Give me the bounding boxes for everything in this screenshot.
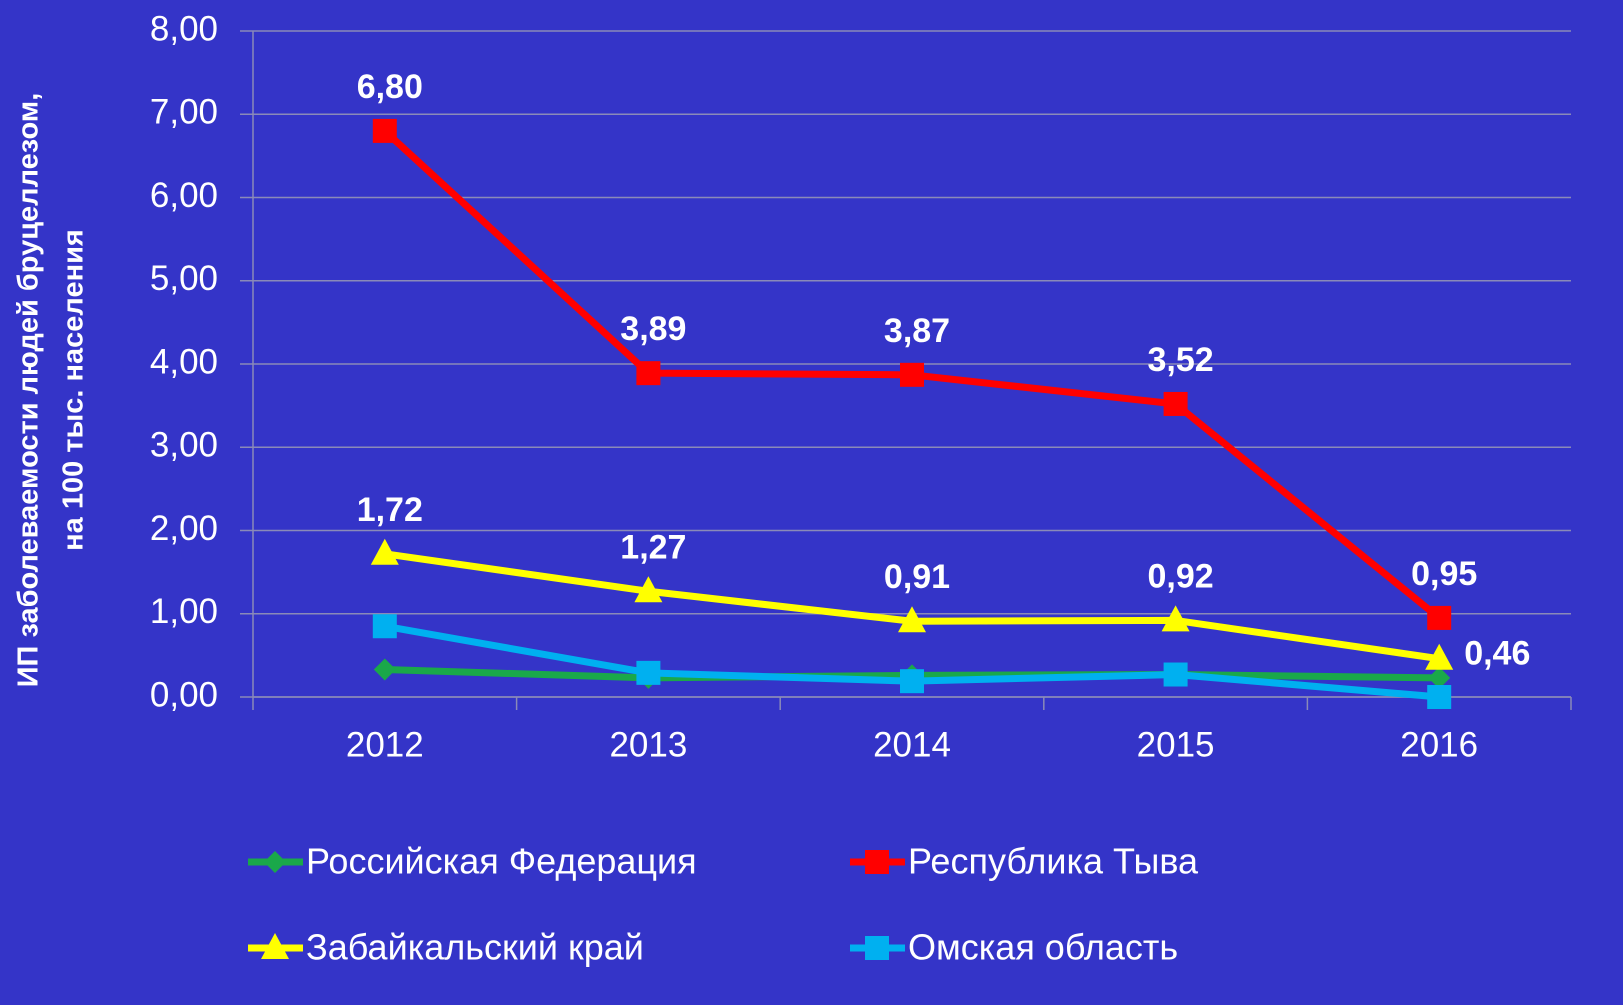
legend-label: Забайкальский край	[306, 927, 644, 968]
marker	[1161, 605, 1190, 632]
x-tick-label: 2014	[873, 725, 951, 764]
data-label: 1,72	[357, 491, 423, 529]
marker	[900, 362, 924, 387]
y-tick-label: 2,00	[150, 509, 218, 548]
x-tick-label: 2012	[346, 725, 424, 764]
marker	[636, 361, 661, 386]
data-label: 0,46	[1464, 635, 1530, 673]
y-tick-label: 1,00	[150, 592, 218, 631]
y-tick-label: 0,00	[150, 675, 218, 714]
data-label: 0,92	[1148, 557, 1214, 595]
x-tick-label: 2015	[1137, 725, 1215, 764]
legend-label: Республика Тыва	[908, 841, 1199, 882]
y-tick-label: 4,00	[150, 342, 218, 381]
marker	[1427, 605, 1452, 630]
marker	[370, 538, 399, 565]
legend-label: Омская область	[908, 927, 1178, 968]
y-axis-title: на 100 тыс. населения	[58, 229, 90, 551]
marker	[865, 936, 889, 960]
data-label: 3,52	[1148, 341, 1214, 379]
marker	[865, 850, 889, 874]
marker	[898, 606, 926, 633]
marker	[264, 851, 286, 873]
legend-label: Российская Федерация	[306, 841, 697, 882]
marker	[1427, 685, 1452, 709]
data-label: 6,80	[357, 68, 423, 106]
marker	[372, 118, 397, 143]
marker	[1428, 666, 1451, 689]
marker	[634, 576, 663, 603]
x-tick-label: 2016	[1400, 725, 1478, 764]
y-tick-label: 6,00	[150, 176, 218, 215]
y-tick-label: 5,00	[150, 259, 218, 298]
marker	[1163, 391, 1188, 416]
y-tick-label: 8,00	[150, 9, 218, 48]
data-label: 3,89	[620, 310, 686, 348]
marker	[1425, 643, 1454, 670]
y-axis-title: ИП заболеваемости людей бруцеллезом,	[13, 93, 45, 688]
data-label: 3,87	[884, 312, 950, 350]
data-label: 0,91	[884, 558, 950, 596]
marker	[372, 614, 397, 639]
marker	[373, 658, 396, 681]
y-tick-label: 7,00	[150, 93, 218, 132]
data-label: 1,27	[620, 528, 686, 566]
marker	[261, 933, 289, 959]
y-tick-label: 3,00	[150, 426, 218, 465]
marker	[636, 660, 661, 685]
x-tick-label: 2013	[609, 725, 687, 764]
data-label: 0,95	[1411, 555, 1477, 593]
marker	[1163, 662, 1188, 687]
marker	[900, 669, 924, 694]
